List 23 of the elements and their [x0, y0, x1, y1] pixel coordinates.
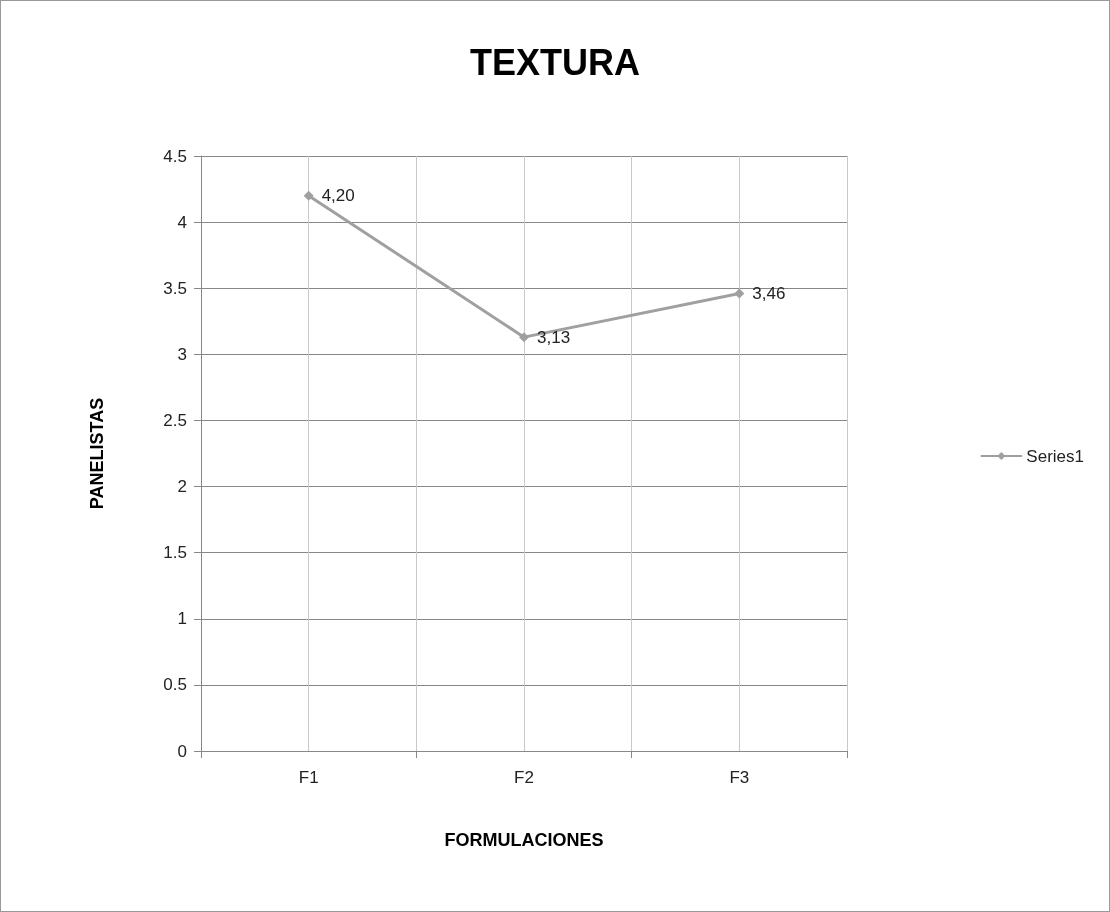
y-tick-label: 0: [177, 741, 187, 761]
x-axis-title: FORMULACIONES: [444, 830, 604, 850]
y-tick-label: 4: [177, 212, 187, 232]
data-label: 3,46: [752, 284, 786, 304]
y-tick-label: 2: [177, 477, 187, 497]
legend-label: Series1: [1026, 446, 1084, 466]
chart-title: TEXTURA: [470, 41, 640, 83]
y-tick-label: 1: [177, 609, 187, 629]
x-tick-label: F3: [729, 768, 750, 787]
y-axis-title: PANELISTAS: [87, 397, 107, 510]
x-tick-label: F1: [298, 768, 319, 787]
y-tick-label: 1.5: [163, 543, 187, 563]
point: [303, 190, 314, 201]
x-tick-label: F2: [514, 768, 534, 787]
data-label: 4,20: [321, 186, 355, 206]
y-tick-label: 4.5: [163, 146, 187, 166]
data-label: 3,13: [537, 327, 571, 347]
y-tick-label: 3.5: [163, 278, 187, 298]
y-tick-label: 3: [177, 344, 187, 364]
point: [519, 332, 529, 343]
point: [734, 288, 745, 299]
y-tick-label: 2.5: [163, 410, 187, 430]
y-tick-label: 0.5: [163, 675, 187, 695]
